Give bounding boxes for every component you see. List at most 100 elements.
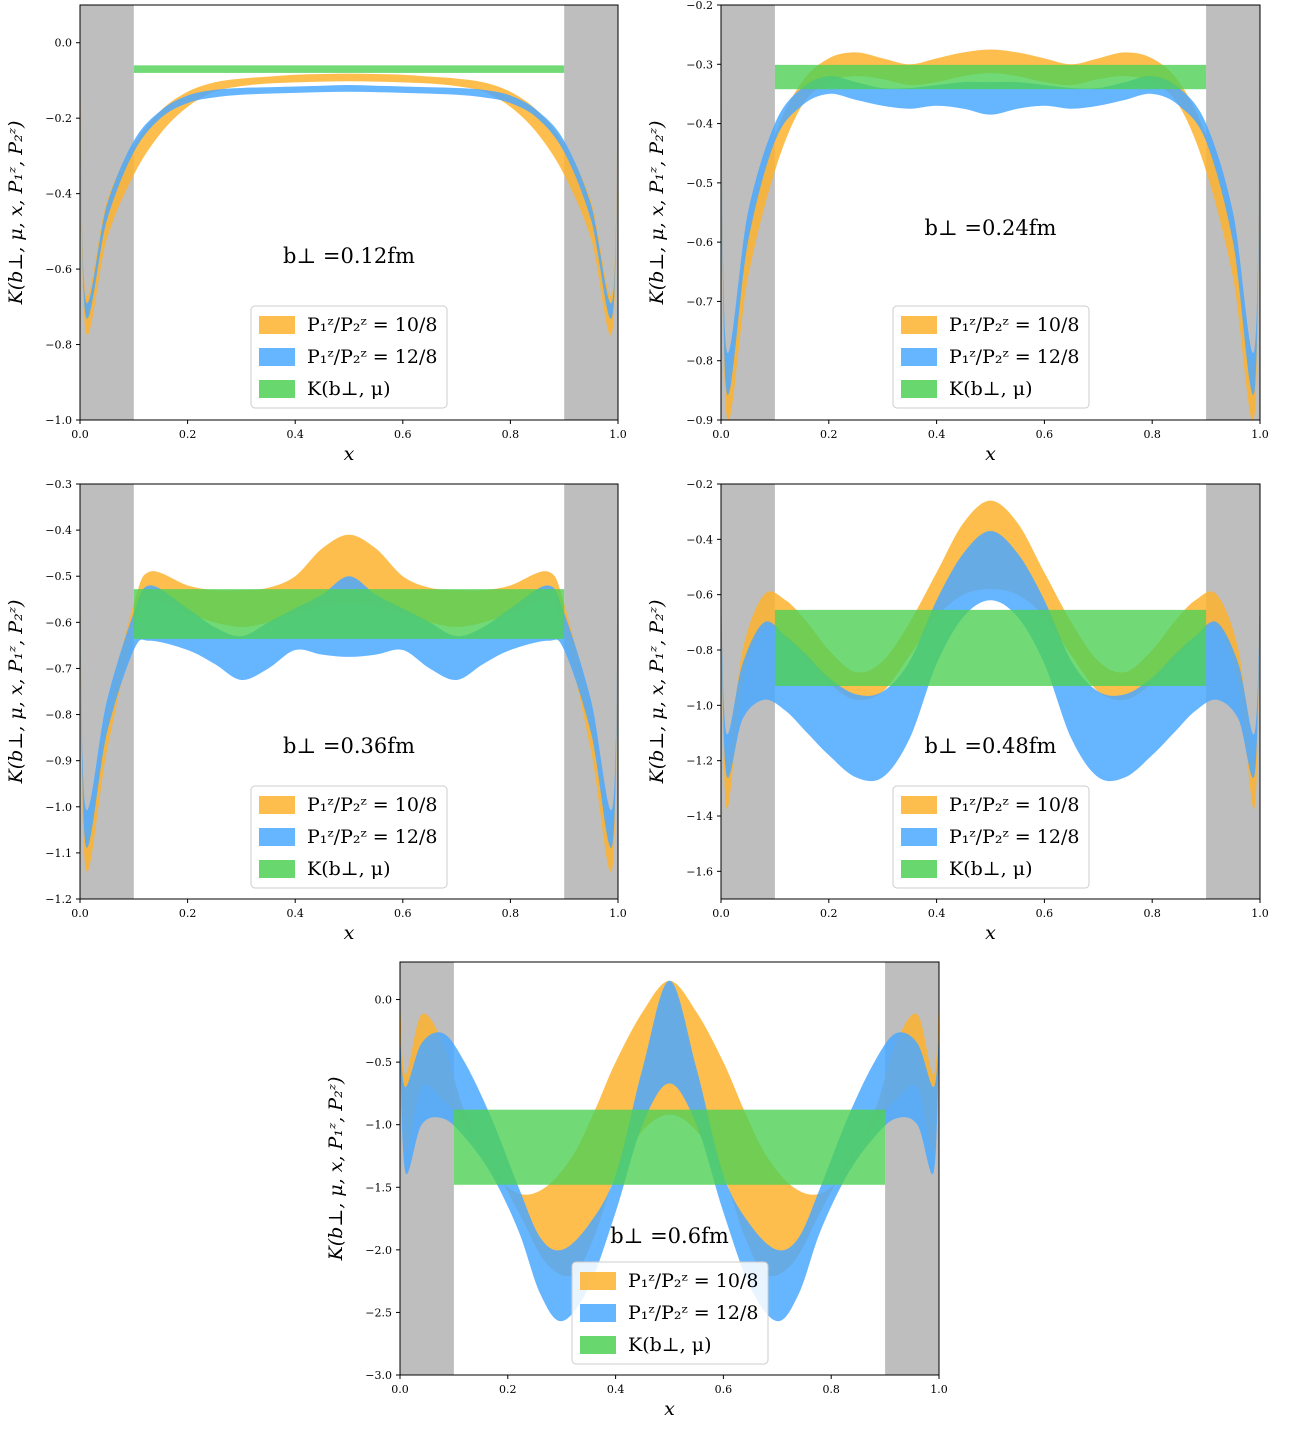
y-tick-label: −0.9 [45,755,72,768]
x-tick-label: 0.8 [502,428,520,441]
panel-2: 0.0 0.2 0.4 0.6 0.8 1.0 −0.2 −0.3 −0.4 −0.5 −0.6 −0… [646,0,1269,465]
y-tick-label: −0.6 [45,263,72,276]
y-tick-label: −0.6 [686,589,713,602]
legend-label: K(b⊥, μ) [949,378,1032,400]
legend-item-ratio-12-8: P₁ᶻ/P₂ᶻ = 12/8 [580,1302,758,1324]
legend-label: P₁ᶻ/P₂ᶻ = 12/8 [307,346,437,368]
y-tick-label: −0.5 [45,570,72,583]
y-tick-label: −0.8 [45,709,72,722]
b-perp-annotation: b⊥ =0.12fm [283,244,415,268]
x-axis-label: x [664,1398,675,1420]
y-tick-label: −1.0 [365,1119,392,1132]
panel-3: 0.0 0.2 0.4 0.6 0.8 1.0 −0.3 −0.4 −0.5 −0.6 −0.7 −0… [5,478,627,944]
y-tick-label: −1.6 [686,865,713,878]
x-tick-label: 0.4 [286,428,304,441]
y-tick-label: −1.2 [686,755,713,768]
y-tick-label: −0.3 [686,58,713,71]
legend: P₁ᶻ/P₂ᶻ = 10/8 P₁ᶻ/P₂ᶻ = 12/8 K(b⊥, μ) [250,305,448,409]
plot-area [80,5,618,420]
x-tick-label: 1.0 [1251,428,1269,441]
x-tick-label: 0.4 [286,907,304,920]
y-axis-label: K(b⊥, μ, x, P₁ᶻ, P₂ᶻ) [325,1077,347,1262]
legend-swatch [580,1272,616,1290]
legend-label: P₁ᶻ/P₂ᶻ = 12/8 [628,1302,758,1324]
band-kernel [774,64,1207,90]
x-axis-label: x [985,443,996,465]
y-tick-label: −2.0 [365,1244,392,1257]
legend-swatch [259,796,295,814]
legend-item-ratio-10-8: P₁ᶻ/P₂ᶻ = 10/8 [901,794,1079,816]
y-tick-label: −3.0 [365,1369,392,1382]
y-tick-label: −1.0 [45,801,72,814]
legend-swatch [259,860,295,878]
legend-label: K(b⊥, μ) [307,858,390,880]
y-tick-label: −0.8 [686,644,713,657]
band-kernel [133,65,565,73]
legend-label: P₁ᶻ/P₂ᶻ = 10/8 [949,794,1079,816]
x-axis-label: x [344,922,355,944]
legend-item-kernel: K(b⊥, μ) [901,378,1032,400]
axes-frame [720,483,1261,900]
legend-swatch [259,348,295,366]
y-tick-label: −0.8 [686,355,713,368]
legend-item-kernel: K(b⊥, μ) [580,1334,711,1356]
legend-label: P₁ᶻ/P₂ᶻ = 12/8 [307,826,437,848]
legend-label: P₁ᶻ/P₂ᶻ = 10/8 [628,1270,758,1292]
x-tick-label: 0.2 [179,428,197,441]
legend-label: P₁ᶻ/P₂ᶻ = 12/8 [949,826,1079,848]
legend-label: P₁ᶻ/P₂ᶻ = 12/8 [949,346,1079,368]
legend-swatch [901,380,937,398]
x-tick-label: 0.8 [1143,428,1161,441]
band-ratio-12-8 [80,57,618,319]
y-tick-label: −1.1 [45,847,72,860]
legend-label: P₁ᶻ/P₂ᶻ = 10/8 [307,794,437,816]
b-perp-annotation: b⊥ =0.36fm [283,734,415,758]
x-tick-label: 0.0 [71,907,89,920]
legend-box [892,785,1090,889]
legend-swatch [259,828,295,846]
x-tick-label: 0.8 [502,907,520,920]
x-tick-label: 0.0 [391,1383,409,1396]
legend-item-ratio-12-8: P₁ᶻ/P₂ᶻ = 12/8 [259,346,437,368]
legend-swatch [901,860,937,878]
band-ratio-10-8 [400,980,939,1277]
y-tick-label: −0.4 [45,524,72,537]
x-tick-label: 0.4 [928,907,946,920]
y-axis-label: K(b⊥, μ, x, P₁ᶻ, P₂ᶻ) [646,600,668,785]
y-tick-label: −1.0 [45,414,72,427]
legend-swatch [259,380,295,398]
legend-swatch [901,828,937,846]
y-tick-label: −0.8 [45,339,72,352]
y-tick-label: 0.0 [55,37,73,50]
legend-swatch [580,1304,616,1322]
y-tick-label: −0.6 [45,616,72,629]
b-perp-annotation: b⊥ =0.48fm [925,734,1057,758]
y-tick-label: −0.3 [45,478,72,491]
x-tick-label: 0.0 [71,428,89,441]
x-tick-label: 1.0 [609,907,627,920]
legend-item-ratio-10-8: P₁ᶻ/P₂ᶻ = 10/8 [259,794,437,816]
x-axis-label: x [344,443,355,465]
plot-area [400,962,939,1375]
legend-item-kernel: K(b⊥, μ) [259,378,390,400]
legend-label: P₁ᶻ/P₂ᶻ = 10/8 [307,314,437,336]
legend-swatch [580,1336,616,1354]
y-axis-label: K(b⊥, μ, x, P₁ᶻ, P₂ᶻ) [5,600,27,785]
y-tick-label: −0.7 [686,295,713,308]
y-tick-label: −0.5 [686,177,713,190]
legend-item-ratio-10-8: P₁ᶻ/P₂ᶻ = 10/8 [259,314,437,336]
y-axis-label: K(b⊥, μ, x, P₁ᶻ, P₂ᶻ) [646,121,668,306]
plot-area [721,484,1260,899]
legend-label: P₁ᶻ/P₂ᶻ = 10/8 [949,314,1079,336]
x-tick-label: 1.0 [609,428,627,441]
x-tick-label: 0.6 [394,428,412,441]
x-tick-label: 1.0 [1251,907,1269,920]
legend-label: K(b⊥, μ) [628,1334,711,1356]
b-perp-annotation: b⊥ =0.24fm [925,216,1057,240]
x-tick-label: 0.6 [715,1383,733,1396]
band-kernel [133,589,565,639]
y-axis-label: K(b⊥, μ, x, P₁ᶻ, P₂ᶻ) [5,121,27,306]
band-kernel [453,1109,886,1185]
legend: P₁ᶻ/P₂ᶻ = 10/8 P₁ᶻ/P₂ᶻ = 12/8 K(b⊥, μ) [571,1261,769,1365]
